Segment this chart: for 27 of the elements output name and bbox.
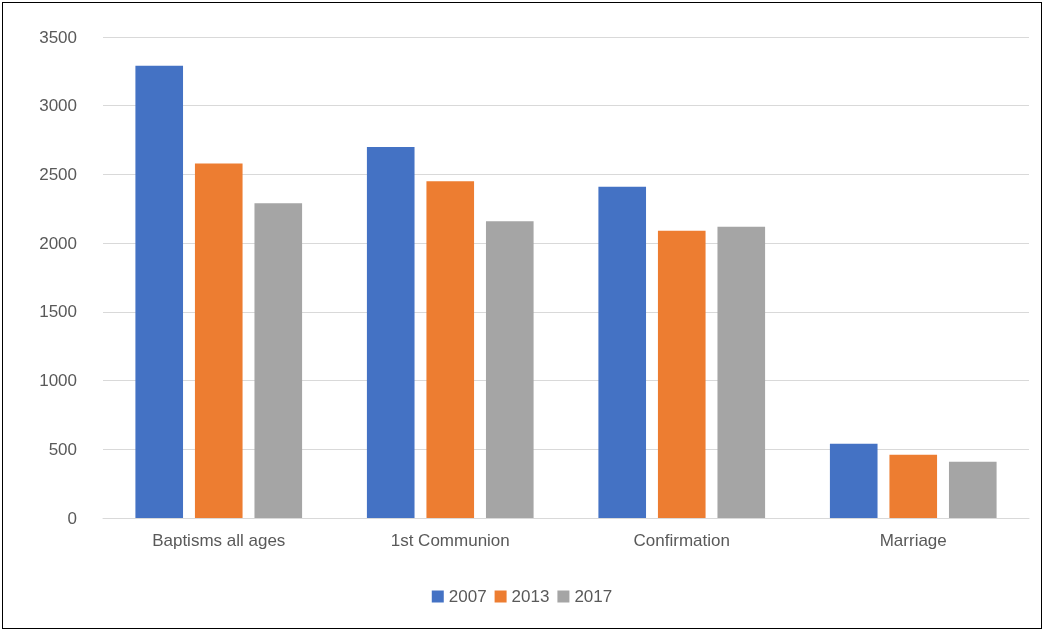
y-tick-label: 1500 [39,302,77,322]
bar [426,181,475,518]
legend-label: 2017 [574,587,613,606]
bar [135,65,184,518]
bar [485,221,534,518]
bar [657,230,706,518]
x-tick-label: Baptisms all ages [152,531,286,550]
y-tick-label: 3500 [39,27,77,47]
y-tick-label: 0 [67,508,77,528]
bar [829,443,878,518]
bar [598,186,647,518]
x-tick-label: Marriage [879,531,947,550]
legend-label: 2007 [448,587,487,606]
bar [366,146,415,518]
bar [948,461,997,518]
bar [194,163,243,518]
y-tick-label: 3000 [39,96,77,116]
y-tick-label: 500 [48,439,77,459]
x-tick-label: 1st Communion [390,531,510,550]
y-tick-label: 2500 [39,164,77,184]
bar [254,203,303,518]
bar [889,454,938,518]
y-tick-label: 2000 [39,233,77,253]
legend-label: 2013 [511,587,550,606]
bar [717,226,766,518]
y-tick-label: 1000 [39,371,77,391]
x-tick-label: Confirmation [633,531,730,550]
